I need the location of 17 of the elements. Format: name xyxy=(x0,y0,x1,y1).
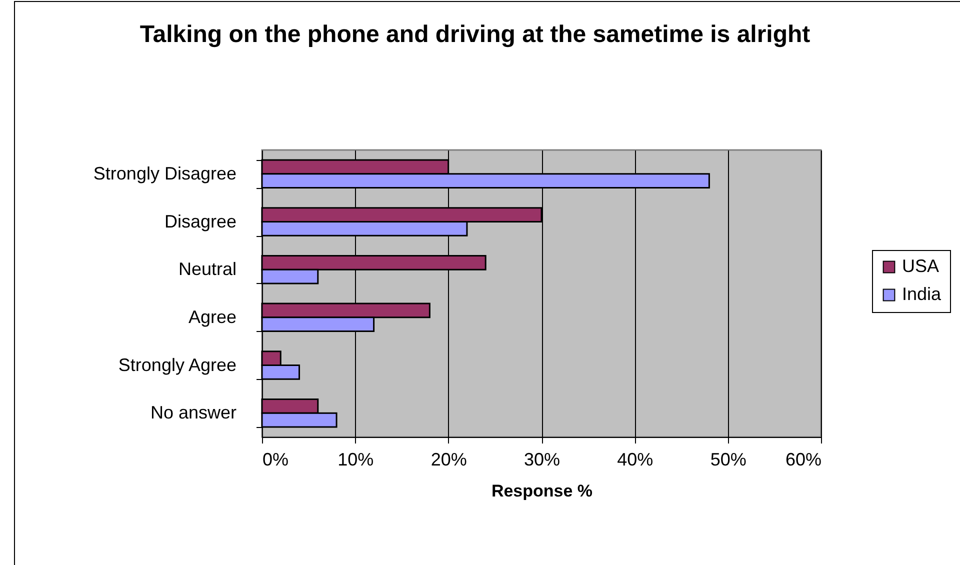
x-tick-label: 10% xyxy=(338,450,374,470)
y-tick-label: Disagree xyxy=(164,211,236,232)
x-tick-label: 60% xyxy=(785,450,822,470)
x-tick-label: 30% xyxy=(524,450,560,470)
x-tick-label: 20% xyxy=(430,450,467,470)
y-tick-label: No answer xyxy=(150,402,236,423)
x-tick-label: 0% xyxy=(262,450,289,470)
y-tick-label: Strongly Disagree xyxy=(93,163,236,184)
x-axis-title: Response % xyxy=(491,482,593,500)
legend-label: USA xyxy=(902,256,940,276)
y-tick-label: Strongly Agree xyxy=(118,354,236,375)
y-tick-label: Neutral xyxy=(178,259,236,280)
legend-label: India xyxy=(902,284,942,304)
chart-title: Talking on the phone and driving at the sametime is alright xyxy=(138,20,812,50)
x-tick-label: 50% xyxy=(710,450,746,470)
y-tick-label: Agree xyxy=(188,306,236,327)
x-tick-label: 40% xyxy=(617,450,654,470)
